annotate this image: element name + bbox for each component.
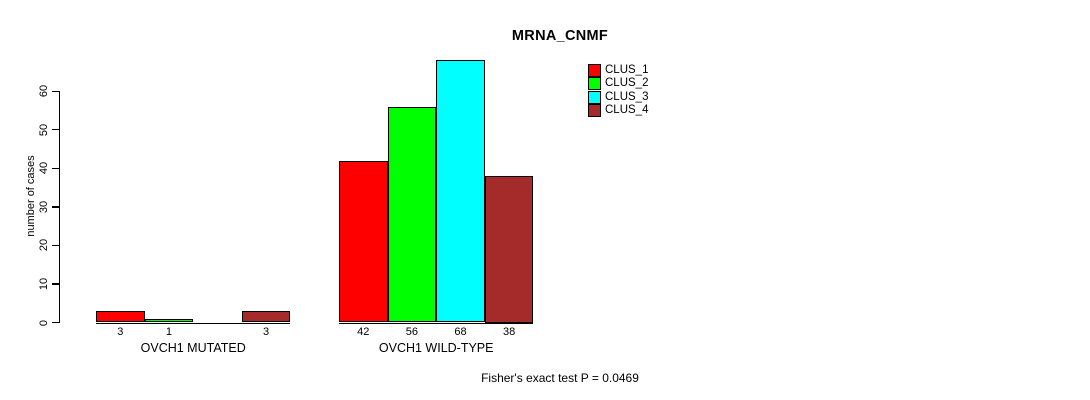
legend-swatch: [588, 90, 601, 104]
y-tick: [52, 321, 59, 324]
legend-swatch: [588, 77, 601, 91]
y-tick: [52, 244, 59, 247]
x-baseline: [339, 322, 534, 324]
bar-value-label: 3: [117, 326, 124, 338]
y-tick: [52, 90, 59, 92]
y-tick-label: 30: [38, 200, 50, 213]
legend-row: CLUS_2: [588, 77, 649, 91]
x-baseline: [96, 322, 291, 324]
y-tick-label: 20: [38, 239, 50, 252]
bar: [484, 176, 534, 323]
y-tick: [52, 283, 59, 285]
bar-value-label: 68: [454, 326, 467, 338]
y-tick-label: 0: [38, 319, 50, 326]
bar: [96, 310, 145, 323]
chart-title: MRNA_CNMF: [511, 28, 609, 44]
group-label: OVCH1 MUTATED: [140, 341, 246, 355]
y-tick: [52, 129, 59, 131]
bar-value-label: 38: [502, 326, 516, 338]
y-axis-label: number of cases: [25, 155, 37, 237]
bar-value-label: 3: [263, 326, 270, 338]
legend-label: CLUS_1: [605, 64, 649, 76]
group-label: OVCH1 WILD-TYPE: [378, 341, 494, 355]
y-tick-label: 50: [38, 123, 50, 136]
legend-label: CLUS_4: [605, 103, 649, 116]
legend-swatch: [588, 64, 601, 77]
bar-value-label: 1: [165, 326, 172, 338]
bar-value-label: 56: [405, 326, 419, 338]
legend-label: CLUS_2: [605, 77, 649, 90]
y-tick: [52, 206, 59, 208]
legend-row: CLUS_3: [588, 90, 649, 104]
y-tick-label: 10: [38, 277, 50, 291]
legend-label: CLUS_3: [605, 90, 649, 103]
y-tick-label: 60: [38, 85, 50, 98]
bar: [339, 160, 388, 323]
bar: [241, 310, 291, 323]
y-tick: [52, 167, 59, 169]
annotation-text: Fisher's exact test P = 0.0469: [481, 371, 639, 385]
bar: [144, 318, 194, 323]
legend-row: CLUS_1: [588, 64, 648, 77]
y-tick-label: 40: [38, 162, 50, 175]
bar-value-label: 42: [357, 326, 370, 338]
legend-swatch: [588, 103, 601, 117]
y-axis-line: [59, 91, 61, 324]
bar: [387, 106, 437, 323]
legend-row: CLUS_4: [588, 103, 649, 117]
bar: [436, 60, 485, 323]
